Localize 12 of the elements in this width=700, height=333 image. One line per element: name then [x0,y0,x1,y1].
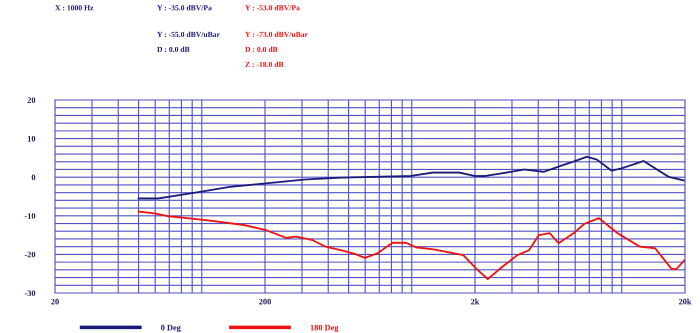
x-tick-label: 20 [51,298,59,304]
y-tick-label: -30 [24,290,36,296]
y-tick-label: -10 [24,213,36,219]
text: 180 Deg [310,324,338,332]
y-tick-label: 10 [28,136,36,142]
y-tick-label: -20 [24,252,36,258]
x-tick-label: 20k [678,298,692,304]
x-tick-label: 2k [470,298,480,304]
text: 0 Deg [161,324,181,332]
y-tick-label: 0 [32,174,36,180]
x-tick-label: 200 [259,298,271,304]
y-tick-label: 20 [28,97,36,103]
